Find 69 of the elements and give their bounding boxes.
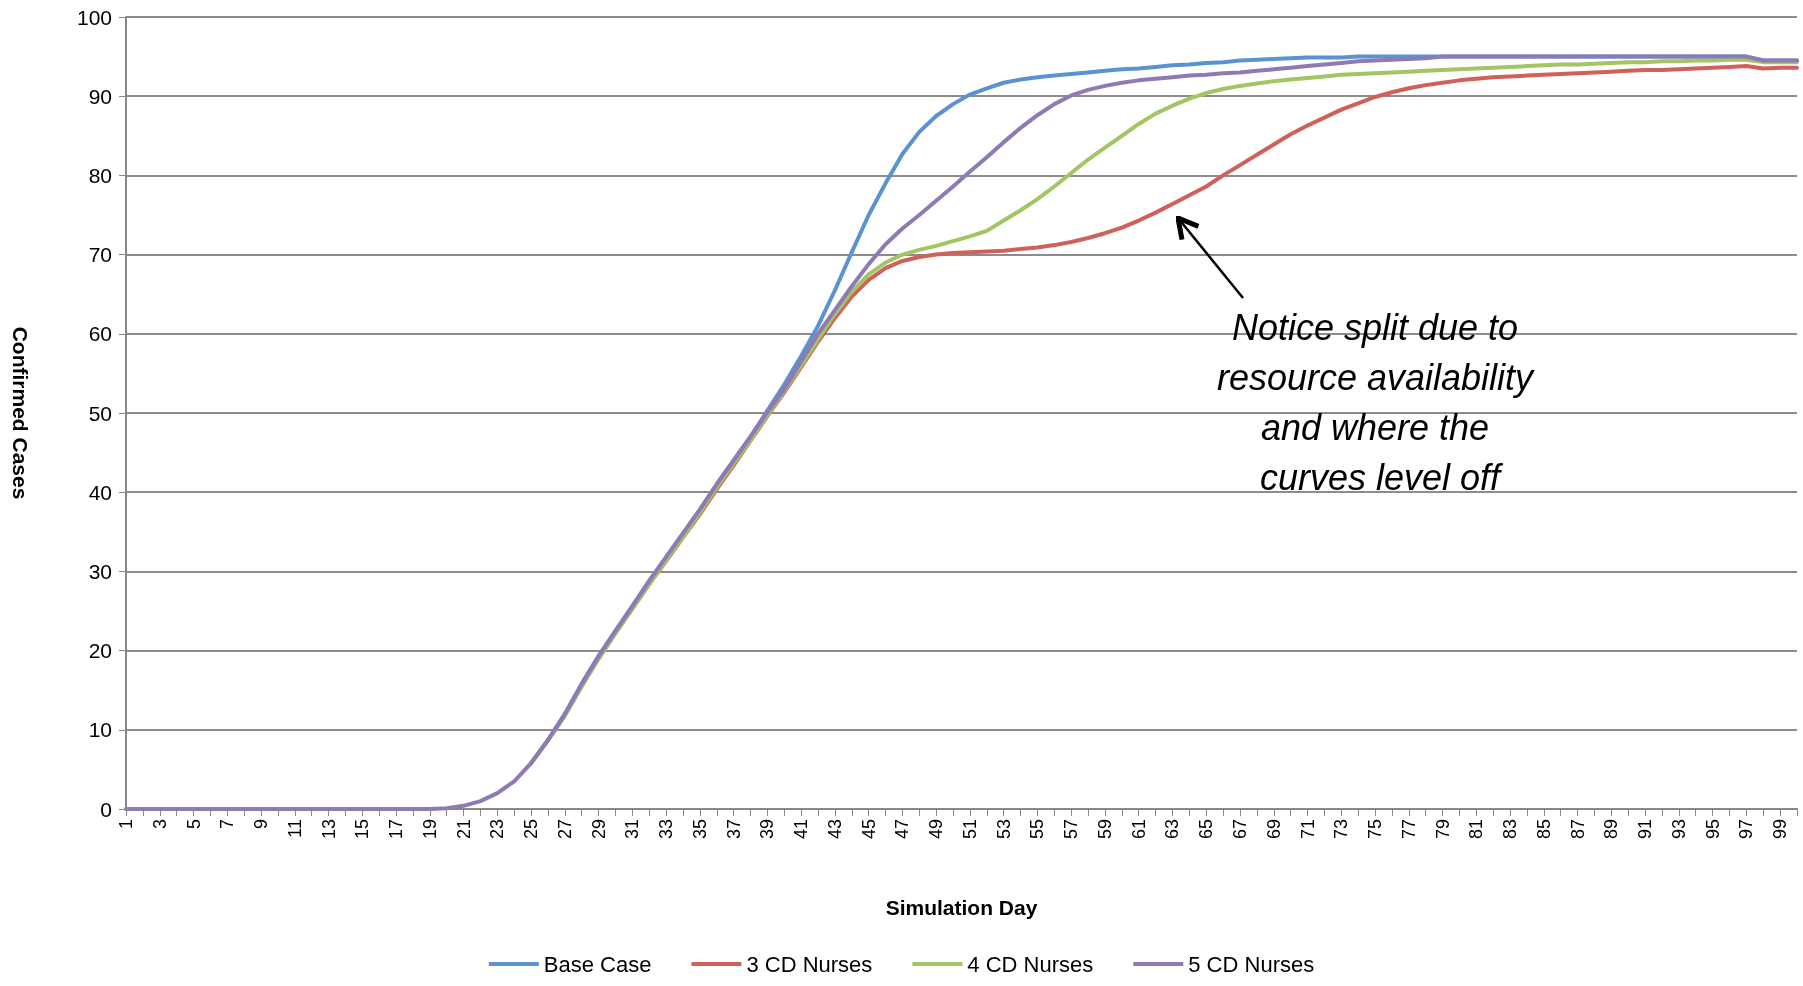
y-tick-label: 70	[88, 243, 112, 267]
y-tick-label: 10	[88, 718, 112, 742]
legend-label: 3 CD Nurses	[746, 951, 873, 977]
legend-label: 4 CD Nurses	[967, 951, 1094, 977]
x-tick-label: 93	[1668, 819, 1689, 840]
x-tick-label: 97	[1736, 819, 1757, 840]
x-tick-label: 35	[689, 819, 710, 840]
y-tick-label: 20	[88, 639, 112, 663]
y-tick-label: 90	[88, 84, 112, 108]
x-tick-label: 87	[1567, 819, 1588, 840]
x-tick-label: 53	[993, 819, 1014, 840]
x-tick-label: 33	[656, 819, 677, 840]
x-tick-label: 99	[1770, 819, 1791, 840]
legend-label: 5 CD Nurses	[1188, 951, 1315, 977]
x-tick-label: 17	[386, 819, 407, 840]
x-tick-label: 61	[1128, 819, 1149, 840]
y-tick-label: 60	[88, 322, 112, 346]
x-tick-label: 95	[1702, 819, 1723, 840]
y-tick-label: 50	[88, 401, 112, 425]
x-tick-label: 71	[1297, 819, 1318, 840]
line-series	[124, 54, 1799, 811]
x-tick-label: 85	[1533, 819, 1554, 840]
y-tick-label: 0	[100, 797, 112, 821]
x-tick-label: 69	[1263, 819, 1284, 840]
x-tick-label: 47	[892, 819, 913, 840]
x-tick-label: 45	[858, 819, 879, 840]
x-tick-label: 77	[1398, 819, 1419, 840]
x-tick-label: 59	[1094, 819, 1115, 840]
x-tick-label: 51	[959, 819, 980, 840]
y-tick-label: 30	[88, 559, 112, 583]
x-tick-label: 41	[791, 819, 812, 840]
y-axis-title: Confirmed Cases	[9, 326, 32, 500]
x-tick-label: 65	[1196, 819, 1217, 840]
annotation: Notice split due to resource availability and where the curves level off	[1216, 306, 1544, 498]
x-tick-label: 91	[1635, 819, 1656, 840]
x-tick-label: 19	[419, 819, 440, 840]
x-tick-label: 3	[149, 819, 170, 830]
x-tick-label: 81	[1466, 819, 1487, 840]
x-tick-label: 83	[1500, 819, 1521, 840]
x-tick-label: 73	[1331, 819, 1352, 840]
x-tick-label: 37	[723, 819, 744, 840]
x-tick-label: 9	[251, 819, 272, 830]
x-tick-label: 67	[1230, 819, 1250, 840]
x-tick-label: 39	[757, 819, 778, 840]
x-tick-label: 79	[1432, 819, 1453, 840]
x-tick-label: 29	[588, 819, 609, 840]
x-tick-label: 15	[352, 819, 373, 840]
x-tick-label: 57	[1061, 819, 1082, 840]
legend-label: Base Case	[543, 951, 652, 977]
x-tick-label: 11	[284, 819, 305, 838]
x-tick-label: 27	[554, 819, 575, 840]
x-tick-label: 75	[1365, 819, 1386, 840]
x-tick-label: 49	[926, 819, 947, 840]
y-tick-label: 40	[88, 480, 112, 504]
x-axis-title: Simulation Day	[885, 896, 1038, 919]
x-tick-label: 13	[318, 819, 339, 840]
x-tick-label: 43	[824, 819, 845, 840]
x-tick-label: 55	[1027, 819, 1048, 840]
x-tick-label: 23	[487, 819, 508, 840]
y-tick-label: 80	[88, 163, 112, 187]
x-tick-label: 1	[116, 819, 136, 830]
x-tick-label: 89	[1601, 819, 1622, 840]
x-tick-label: 63	[1162, 819, 1183, 840]
x-tick-label: 21	[453, 819, 474, 840]
x-tick-label: 25	[521, 819, 542, 840]
y-tick-label: 100	[76, 5, 112, 29]
x-tick-label: 31	[622, 819, 643, 840]
x-tick-label: 7	[217, 819, 238, 830]
x-tick-label: 5	[183, 819, 204, 830]
